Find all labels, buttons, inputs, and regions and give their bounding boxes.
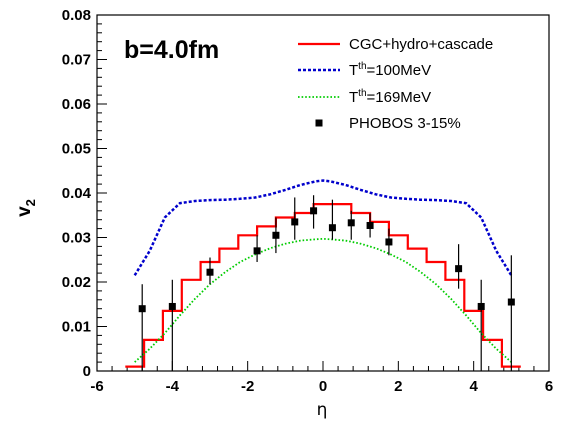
legend-t169-main: T <box>349 89 358 106</box>
data-point <box>253 247 261 255</box>
y-axis-title-sub: 2 <box>23 199 38 206</box>
y-tick-label: 0.03 <box>62 230 91 247</box>
x-tick-label: 0 <box>319 378 327 395</box>
legend-label-t169: Tth=169MeV <box>349 88 431 106</box>
y-axis-title-main: v <box>14 206 35 217</box>
legend-t169-sup: th <box>358 88 366 99</box>
x-tick-label: -4 <box>166 378 180 395</box>
y-tick-label: 0.07 <box>62 52 91 69</box>
series-line-cgc <box>125 203 521 368</box>
y-tick-label: 0.04 <box>62 185 92 202</box>
data-point <box>385 238 393 246</box>
y-tick-label: 0.01 <box>62 319 91 336</box>
y-tick-label: 0 <box>83 363 91 380</box>
data-point <box>206 268 214 276</box>
series-line-t169 <box>134 237 512 363</box>
annotation-text: b=4.0fm <box>124 36 219 64</box>
legend-t100-rest: =100MeV <box>367 62 432 79</box>
x-tick-label: 2 <box>394 378 402 395</box>
legend-label-phobos: PHOBOS 3-15% <box>349 115 461 132</box>
data-point <box>455 265 463 273</box>
data-point <box>168 302 176 310</box>
x-tick-label: 6 <box>545 378 553 395</box>
data-point <box>291 218 299 226</box>
data-point <box>347 219 355 227</box>
x-tick-label: -2 <box>241 378 254 395</box>
axes: -6 -4 -2 0 2 4 6 0 0.01 0.02 0.03 0.04 0.05 0.06 0.07 0… <box>62 7 553 395</box>
y-tick-label: 0.08 <box>62 7 91 24</box>
legend: CGC+hydro+cascade Tth=100MeV Tth=169MeV … <box>298 36 493 132</box>
data-point <box>507 298 515 306</box>
legend-marker-phobos <box>315 119 323 127</box>
data-point <box>477 302 485 310</box>
y-tick-label: 0.06 <box>62 96 91 113</box>
legend-t169-rest: =169MeV <box>367 89 432 106</box>
legend-t100-sup: th <box>358 61 366 72</box>
x-tick-label: 4 <box>469 378 478 395</box>
x-tick-label: -6 <box>90 378 103 395</box>
legend-label-t100: Tth=100MeV <box>349 61 431 79</box>
y-tick-label: 0.05 <box>62 141 91 158</box>
data-point <box>138 305 146 313</box>
legend-label-cgc: CGC+hydro+cascade <box>349 36 493 53</box>
y-axis-title: v2 <box>14 199 38 217</box>
series-line-t100 <box>133 179 513 276</box>
legend-t100-main: T <box>349 62 358 79</box>
y-tick-label: 0.02 <box>62 274 91 291</box>
series-layer <box>125 179 521 371</box>
x-axis-title: η <box>317 400 328 420</box>
data-point <box>328 224 336 232</box>
data-point <box>272 231 280 239</box>
data-point <box>366 221 374 229</box>
data-point <box>310 207 318 215</box>
